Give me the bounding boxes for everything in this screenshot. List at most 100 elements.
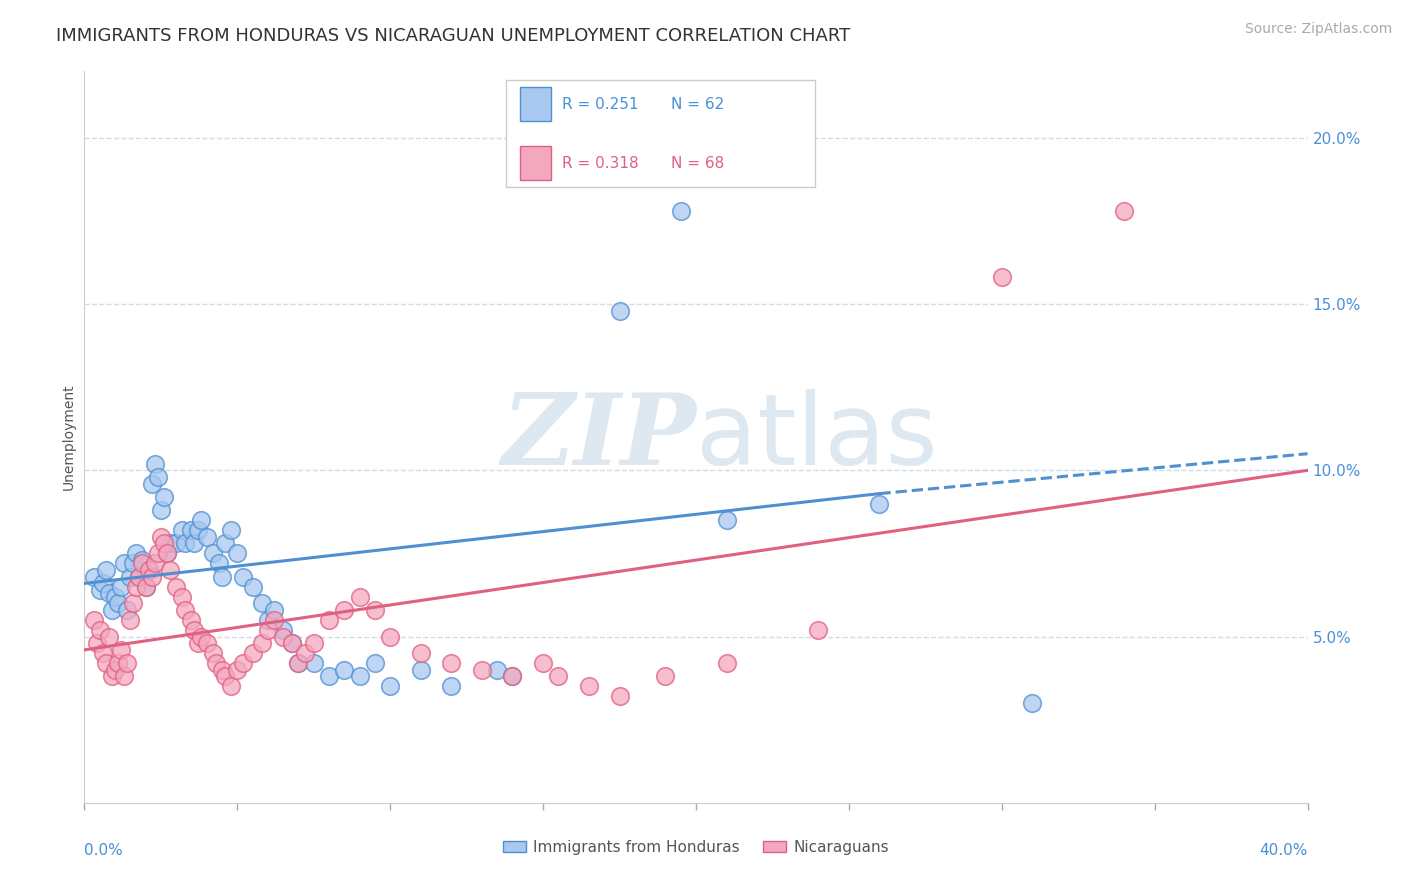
Point	[609, 690, 631, 704]
Point	[242, 580, 264, 594]
Point	[153, 490, 176, 504]
Point	[110, 643, 132, 657]
Point	[263, 613, 285, 627]
Point	[149, 503, 172, 517]
Point	[257, 613, 280, 627]
Point	[211, 663, 233, 677]
Point	[547, 669, 569, 683]
Text: 0.0%: 0.0%	[84, 843, 124, 858]
Point	[302, 636, 325, 650]
Point	[214, 536, 236, 550]
Point	[242, 646, 264, 660]
Point	[156, 546, 179, 560]
Text: 40.0%: 40.0%	[1260, 843, 1308, 858]
Point	[502, 669, 524, 683]
Point	[991, 270, 1014, 285]
Point	[172, 590, 194, 604]
Point	[141, 570, 163, 584]
Point	[180, 613, 202, 627]
Point	[250, 636, 273, 650]
Point	[146, 470, 169, 484]
Point	[333, 663, 356, 677]
Point	[190, 630, 212, 644]
Point	[232, 656, 254, 670]
Point	[138, 563, 160, 577]
Text: atlas: atlas	[696, 389, 938, 485]
Point	[364, 656, 387, 670]
Point	[122, 557, 145, 571]
Point	[174, 603, 197, 617]
Point	[165, 536, 187, 550]
Point	[94, 656, 117, 670]
Point	[112, 557, 135, 571]
Point	[97, 630, 120, 644]
Point	[195, 636, 218, 650]
Point	[186, 636, 208, 650]
Point	[94, 563, 117, 577]
Point	[214, 669, 236, 683]
Point	[91, 646, 114, 660]
Point	[318, 613, 340, 627]
Point	[257, 623, 280, 637]
Point	[211, 570, 233, 584]
Point	[131, 557, 153, 571]
Point	[409, 663, 432, 677]
Point	[128, 570, 150, 584]
Point	[115, 603, 138, 617]
Point	[186, 523, 208, 537]
Point	[263, 603, 285, 617]
Point	[86, 636, 108, 650]
Point	[471, 663, 494, 677]
Point	[165, 580, 187, 594]
Text: N = 68: N = 68	[671, 156, 724, 170]
Point	[138, 563, 160, 577]
Point	[89, 582, 111, 597]
Point	[380, 630, 402, 644]
Point	[122, 596, 145, 610]
Point	[120, 613, 142, 627]
Point	[716, 513, 738, 527]
Point	[531, 656, 554, 670]
Point	[208, 557, 231, 571]
Point	[183, 623, 205, 637]
Point	[287, 656, 309, 670]
Point	[302, 656, 325, 670]
Point	[101, 603, 124, 617]
Point	[364, 603, 387, 617]
Point	[333, 603, 356, 617]
Point	[486, 663, 509, 677]
Legend: Immigrants from Honduras, Nicaraguans: Immigrants from Honduras, Nicaraguans	[496, 834, 896, 861]
Point	[107, 596, 129, 610]
Point	[1021, 696, 1043, 710]
Point	[107, 656, 129, 670]
Point	[716, 656, 738, 670]
Point	[226, 663, 249, 677]
Point	[250, 596, 273, 610]
Point	[104, 590, 127, 604]
Text: Source: ZipAtlas.com: Source: ZipAtlas.com	[1244, 22, 1392, 37]
Point	[318, 669, 340, 683]
Point	[287, 656, 309, 670]
Point	[869, 497, 891, 511]
Point	[156, 546, 179, 560]
Point	[349, 669, 371, 683]
Point	[143, 457, 166, 471]
Point	[380, 680, 402, 694]
Point	[125, 580, 148, 594]
Point	[440, 680, 463, 694]
Point	[183, 536, 205, 550]
Point	[219, 523, 242, 537]
Point	[669, 204, 692, 219]
Point	[112, 669, 135, 683]
Point	[195, 530, 218, 544]
Point	[159, 563, 181, 577]
Point	[294, 646, 316, 660]
Point	[271, 630, 294, 644]
Point	[101, 669, 124, 683]
Point	[104, 663, 127, 677]
Text: N = 62: N = 62	[671, 97, 724, 112]
Point	[609, 303, 631, 318]
Point	[115, 656, 138, 670]
Point	[409, 646, 432, 660]
Point	[349, 590, 371, 604]
